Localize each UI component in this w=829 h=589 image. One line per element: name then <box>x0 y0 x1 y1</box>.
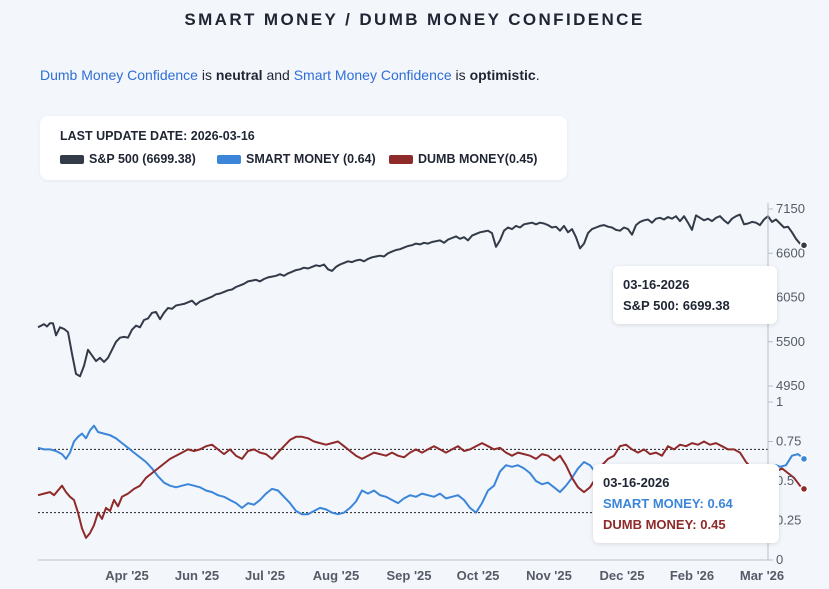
dumb-money-line <box>37 435 805 539</box>
sp500-tick-label: 4950 <box>776 378 805 393</box>
sp500-line <box>37 213 805 378</box>
chart-title: SMART MONEY / DUMB MONEY CONFIDENCE <box>184 10 645 29</box>
x-tick-label: Oct '25 <box>457 568 500 583</box>
sp500-tick-label: 6600 <box>776 245 805 260</box>
x-tick-label: Jul '25 <box>245 568 285 583</box>
legend-item-sp500[interactable]: S&P 500 (6699.38) <box>60 152 196 166</box>
sp500-tooltip: 03-16-2026 S&P 500: 6699.38 <box>613 266 777 324</box>
sp500-tick-label: 7150 <box>776 201 805 216</box>
dumb-money-line-end-marker <box>799 484 809 494</box>
smart-money-line-end-marker <box>799 454 809 464</box>
dumb-money-state: neutral <box>215 67 263 83</box>
confidence-tick-label: 0.75 <box>776 434 801 449</box>
tooltip-sp500-value: S&P 500: 6699.38 <box>623 298 730 313</box>
smart-money-link[interactable]: Smart Money Confidence <box>293 67 452 83</box>
legend-label: S&P 500 (6699.38) <box>89 152 196 166</box>
legend-label: SMART MONEY (0.64) <box>246 152 376 166</box>
chart-axes: 4950 5500 6050 6600 7150 0 0.25 0.5 0.75 1 Apr '25… <box>38 201 805 583</box>
confidence-tick-label: 0.25 <box>776 513 801 528</box>
x-tick-label: Apr '25 <box>105 568 149 583</box>
x-tick-label: Nov '25 <box>526 568 572 583</box>
sp500-line-end-marker <box>799 241 809 250</box>
last-update-date: LAST UPDATE DATE: 2026-03-16 <box>60 129 255 143</box>
legend-item-dumb-money[interactable]: DUMB MONEY(0.45) <box>389 152 537 166</box>
legend-swatch <box>389 155 413 164</box>
sp500-tick-label: 5500 <box>776 334 805 349</box>
x-tick-label: Jun '25 <box>175 568 219 583</box>
legend-panel: LAST UPDATE DATE: 2026-03-16 S&P 500 (66… <box>40 116 567 180</box>
x-tick-label: Aug '25 <box>313 568 359 583</box>
tooltip-date: 03-16-2026 <box>623 277 690 292</box>
sp500-tick-label: 6050 <box>776 290 805 305</box>
summary-text: and <box>262 67 294 83</box>
tooltip-smart-money-value: SMART MONEY: 0.64 <box>603 496 733 511</box>
summary-text: is <box>451 67 470 83</box>
dumb-money-link[interactable]: Dumb Money Confidence <box>40 67 198 83</box>
summary-text: . <box>535 67 540 83</box>
x-tick-label: Sep '25 <box>386 568 431 583</box>
x-tick-label: Feb '26 <box>670 568 714 583</box>
smart-money-state: optimistic <box>469 67 536 83</box>
confidence-tick-label: 0 <box>776 552 783 567</box>
legend-item-smart-money[interactable]: SMART MONEY (0.64) <box>217 152 376 166</box>
tooltip-dumb-money-value: DUMB MONEY: 0.45 <box>603 517 726 532</box>
x-tick-label: Dec '25 <box>599 568 644 583</box>
confidence-tooltip: 03-16-2026 SMART MONEY: 0.64 DUMB MONEY:… <box>593 464 779 543</box>
legend-swatch <box>60 155 84 164</box>
confidence-tick-label: 0.5 <box>776 473 794 488</box>
confidence-tick-label: 1 <box>776 394 783 409</box>
confidence-summary: Dumb Money Confidence is neutral and Sma… <box>40 67 540 83</box>
legend-label: DUMB MONEY(0.45) <box>418 152 538 166</box>
tooltip-date: 03-16-2026 <box>603 475 670 490</box>
legend-swatch <box>217 155 241 164</box>
x-tick-label: Mar '26 <box>740 568 784 583</box>
chart-markers <box>799 241 809 494</box>
summary-text: is <box>197 67 216 83</box>
